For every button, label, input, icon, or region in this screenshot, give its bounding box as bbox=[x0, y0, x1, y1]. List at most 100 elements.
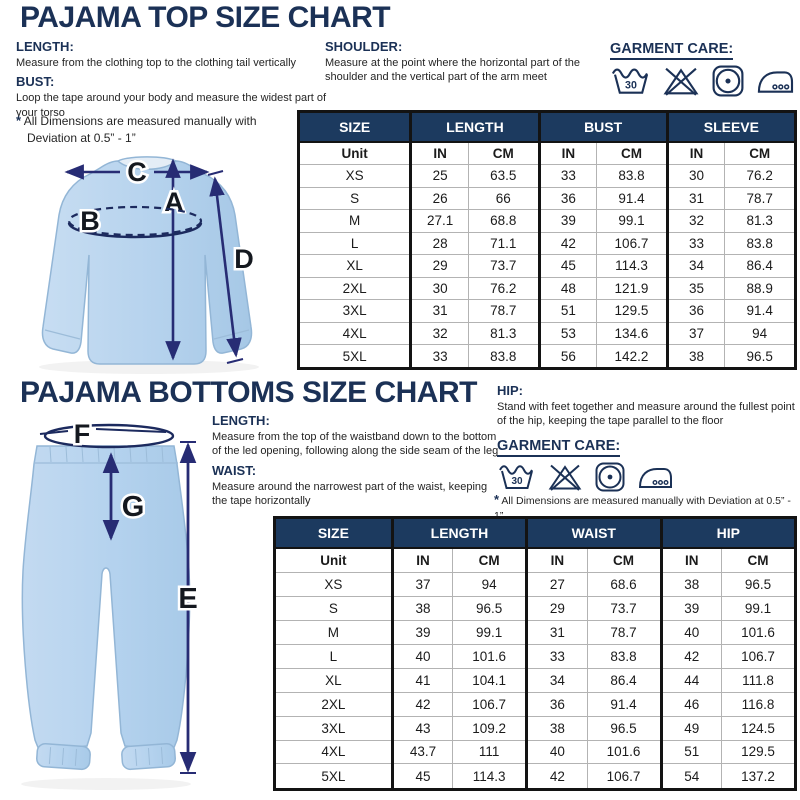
column-group-header: SIZE bbox=[274, 517, 393, 549]
waist-heading: WAIST: bbox=[212, 462, 257, 478]
dimension-label-e: E bbox=[178, 583, 197, 615]
value-cell: 36 bbox=[537, 186, 598, 211]
wash-30-icon: 30 bbox=[497, 462, 537, 492]
table-row: 4XL 43.7 111 40 101.6 51 129.5 bbox=[274, 739, 797, 765]
value-cell: 116.8 bbox=[720, 691, 797, 717]
value-cell: 30 bbox=[409, 276, 469, 301]
size-cell: XL bbox=[297, 254, 412, 278]
value-cell: 35 bbox=[665, 276, 726, 301]
value-cell: 34 bbox=[665, 254, 726, 278]
size-cell: 2XL bbox=[297, 276, 412, 301]
value-cell: 114.3 bbox=[596, 254, 668, 278]
value-cell: 124.5 bbox=[720, 715, 797, 741]
value-cell: 38 bbox=[659, 571, 722, 597]
sweater-silhouette bbox=[41, 160, 253, 365]
table-row: S 38 96.5 29 73.7 39 99.1 bbox=[274, 595, 797, 621]
size-cell: S bbox=[297, 186, 412, 211]
column-group-header: HIP bbox=[659, 517, 796, 549]
value-cell: 51 bbox=[659, 739, 722, 765]
column-group-header: SLEEVE bbox=[665, 111, 796, 143]
table-row: XS 37 94 27 68.6 38 96.5 bbox=[274, 571, 797, 597]
deviation-note-text: All Dimensions are measured manually wit… bbox=[23, 114, 257, 145]
value-cell: 129.5 bbox=[720, 739, 797, 765]
dimension-label-d: D bbox=[234, 244, 254, 274]
waist-description: Measure around the narrowest part of the… bbox=[212, 480, 488, 508]
unit-cell: IN bbox=[409, 140, 469, 166]
table-row: 2XL 30 76.2 48 121.9 35 88.9 bbox=[297, 276, 796, 301]
shoulder-heading: SHOULDER: bbox=[325, 39, 403, 54]
value-cell: 40 bbox=[525, 739, 588, 765]
hip-heading: HIP: bbox=[497, 383, 523, 398]
do-not-bleach-icon bbox=[546, 462, 584, 492]
value-cell: 83.8 bbox=[467, 344, 540, 369]
value-cell: 42 bbox=[525, 763, 588, 790]
iron-icon bbox=[755, 65, 797, 97]
size-cell: M bbox=[274, 619, 393, 645]
value-cell: 33 bbox=[409, 344, 469, 369]
length-heading: LENGTH: bbox=[212, 413, 270, 428]
shoulder-description: Measure at the point where the horizonta… bbox=[325, 56, 580, 84]
size-cell: 5XL bbox=[274, 763, 393, 790]
unit-cell: CM bbox=[586, 547, 662, 573]
bottoms-measure-instructions: LENGTH: Measure from the top of the wais… bbox=[212, 413, 500, 513]
table-row: 5XL 33 83.8 56 142.2 38 96.5 bbox=[297, 344, 796, 369]
wash-30-icon: 30 bbox=[610, 65, 652, 97]
pajama-bottoms-title: PAJAMA BOTTOMS SIZE CHART bbox=[20, 376, 477, 409]
unit-label: Unit bbox=[274, 547, 393, 573]
bust-description: Loop the tape around your body and measu… bbox=[16, 92, 327, 119]
do-not-bleach-icon bbox=[661, 65, 701, 97]
value-cell: 76.2 bbox=[467, 276, 540, 301]
value-cell: 31 bbox=[665, 186, 726, 211]
table-row: L 40 101.6 33 83.8 42 106.7 bbox=[274, 643, 797, 669]
value-cell: 94 bbox=[724, 321, 796, 346]
size-cell: 3XL bbox=[274, 715, 393, 741]
value-cell: 76.2 bbox=[724, 164, 796, 188]
asterisk: * bbox=[494, 492, 500, 507]
value-cell: 63.5 bbox=[467, 164, 540, 188]
value-cell: 81.3 bbox=[467, 321, 540, 346]
table-row: XS 25 63.5 33 83.8 30 76.2 bbox=[297, 164, 796, 188]
unit-cell: CM bbox=[596, 140, 668, 166]
column-group-header: BUST bbox=[537, 111, 668, 143]
garment-care-heading: GARMENT CARE: bbox=[497, 438, 621, 457]
value-cell: 30 bbox=[665, 164, 726, 188]
value-cell: 28 bbox=[409, 231, 469, 256]
value-cell: 81.3 bbox=[724, 209, 796, 233]
value-cell: 99.1 bbox=[720, 595, 797, 621]
value-cell: 101.6 bbox=[720, 619, 797, 645]
value-cell: 32 bbox=[665, 209, 726, 233]
asterisk: * bbox=[16, 113, 22, 128]
value-cell: 106.7 bbox=[720, 643, 797, 669]
table-row: 5XL 45 114.3 42 106.7 54 137.2 bbox=[274, 763, 797, 790]
value-cell: 96.5 bbox=[724, 344, 796, 369]
size-cell: XL bbox=[274, 667, 393, 693]
unit-label: Unit bbox=[297, 140, 412, 166]
size-cell: M bbox=[297, 209, 412, 233]
value-cell: 49 bbox=[659, 715, 722, 741]
garment-care-heading: GARMENT CARE: bbox=[610, 41, 734, 60]
value-cell: 121.9 bbox=[596, 276, 668, 301]
value-cell: 43 bbox=[390, 715, 454, 741]
value-cell: 78.7 bbox=[467, 299, 540, 323]
value-cell: 78.7 bbox=[586, 619, 662, 645]
size-cell: 2XL bbox=[274, 691, 393, 717]
value-cell: 83.8 bbox=[724, 231, 796, 256]
unit-cell: CM bbox=[467, 140, 540, 166]
dimension-label-g: G bbox=[122, 491, 145, 523]
table-row: S 26 66 36 91.4 31 78.7 bbox=[297, 186, 796, 211]
value-cell: 111.8 bbox=[720, 667, 797, 693]
value-cell: 25 bbox=[409, 164, 469, 188]
value-cell: 91.4 bbox=[596, 186, 668, 211]
value-cell: 68.6 bbox=[586, 571, 662, 597]
table-row: 2XL 42 106.7 36 91.4 46 116.8 bbox=[274, 691, 797, 717]
value-cell: 45 bbox=[537, 254, 598, 278]
value-cell: 26 bbox=[409, 186, 469, 211]
unit-cell: IN bbox=[659, 547, 722, 573]
length-heading: LENGTH: bbox=[16, 39, 74, 54]
value-cell: 106.7 bbox=[586, 763, 662, 790]
value-cell: 142.2 bbox=[596, 344, 668, 369]
column-group-header: WAIST bbox=[525, 517, 662, 549]
value-cell: 32 bbox=[409, 321, 469, 346]
value-cell: 101.6 bbox=[586, 739, 662, 765]
pajama-bottoms-size-table: SIZE LENGTH WAIST HIP Unit IN CM IN CM IN CM XS 37 94… bbox=[273, 516, 797, 791]
